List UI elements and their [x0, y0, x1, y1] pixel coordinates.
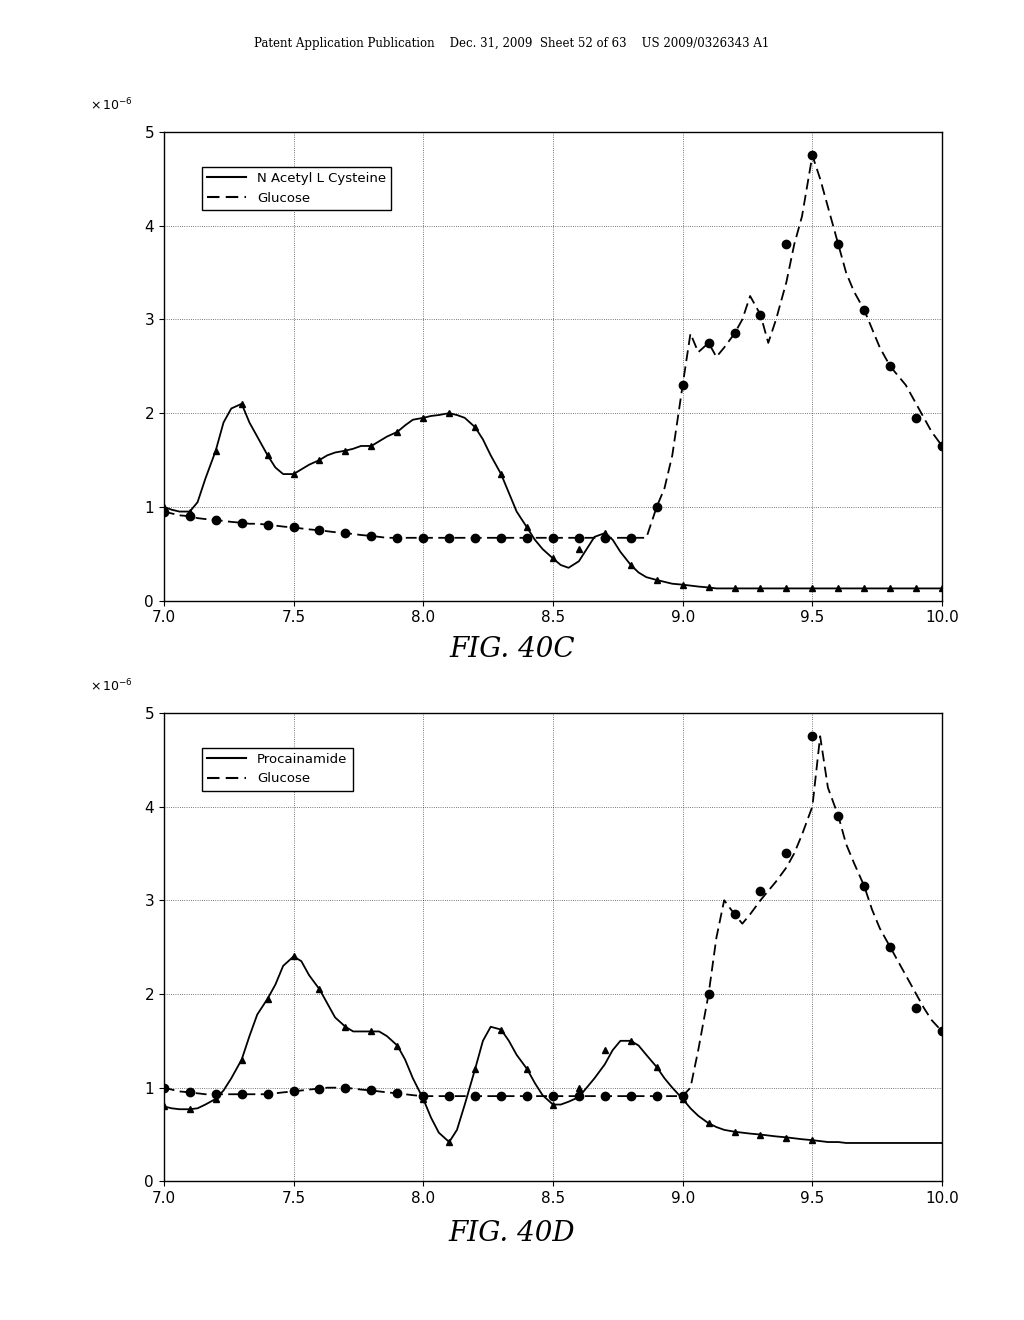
Text: Patent Application Publication    Dec. 31, 2009  Sheet 52 of 63    US 2009/03263: Patent Application Publication Dec. 31, … [254, 37, 770, 50]
Text: FIG. 40D: FIG. 40D [449, 1220, 575, 1246]
Legend: N Acetyl L Cysteine, Glucose: N Acetyl L Cysteine, Glucose [202, 166, 391, 210]
Text: $\times\,10^{-6}$: $\times\,10^{-6}$ [90, 677, 133, 694]
Legend: Procainamide, Glucose: Procainamide, Glucose [202, 747, 352, 791]
Text: $\times\,10^{-6}$: $\times\,10^{-6}$ [90, 96, 133, 114]
Text: FIG. 40C: FIG. 40C [450, 636, 574, 663]
